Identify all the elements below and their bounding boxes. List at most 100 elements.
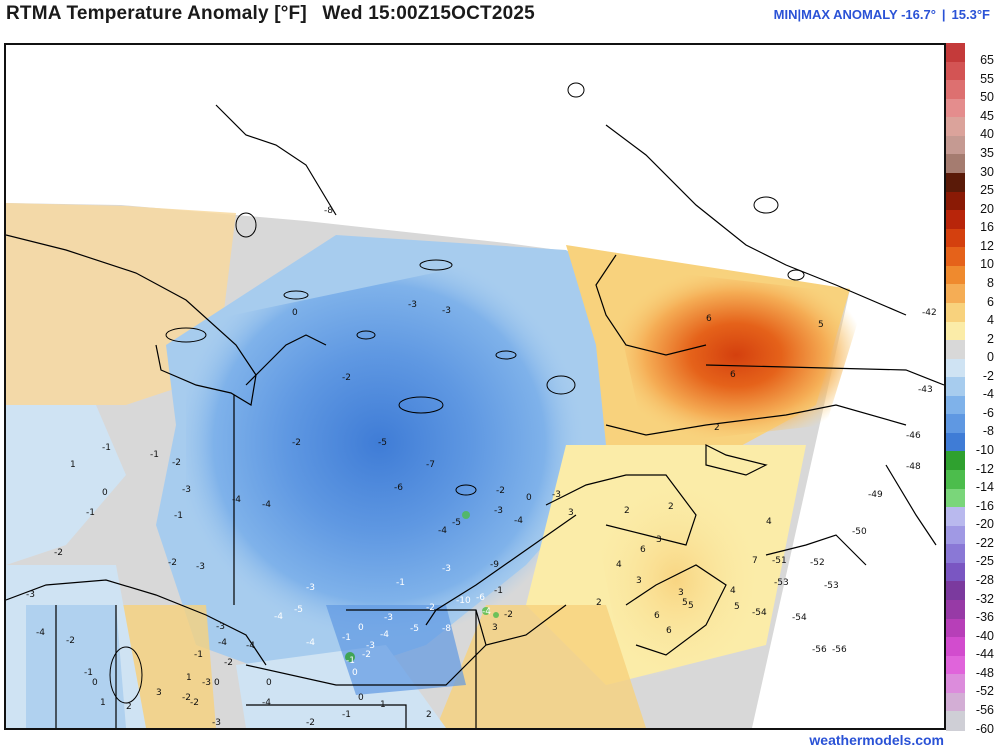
anomaly-value-label: -46	[906, 431, 921, 441]
anomaly-value-label: -54	[752, 608, 767, 618]
anomaly-value-label: 3	[492, 623, 498, 633]
anomaly-value-label: 2	[714, 423, 720, 433]
anomaly-value-label: 1	[186, 673, 192, 683]
anomaly-value-label: -2	[342, 373, 351, 383]
coastlines	[6, 104, 944, 728]
anomaly-value-label: -10	[456, 596, 471, 606]
anomaly-value-label: -1	[346, 656, 355, 666]
anomaly-value-label: -53	[774, 578, 789, 588]
max-value: 15.3°F	[951, 7, 990, 22]
anomaly-value-label: 6	[640, 545, 646, 555]
anomaly-value-label: 6	[654, 611, 660, 621]
anomaly-value-label: -3	[552, 490, 561, 500]
anomaly-value-label: 4	[730, 586, 736, 596]
anomaly-map: -8 -3 -3 0 -2 -2 -1 -1 -2 -3 -4 -4 -5 -7 -6 -5 -4 -2 -3 -9-…	[4, 43, 946, 730]
anomaly-value-label: -4	[36, 628, 45, 638]
legend-swatch	[946, 637, 965, 657]
legend-label: -56	[975, 703, 994, 717]
legend-label: 45	[980, 108, 994, 123]
anomaly-value-label: -51	[772, 556, 787, 566]
legend-swatch	[946, 80, 965, 100]
legend-swatch	[946, 154, 965, 174]
anomaly-value-label: -2	[168, 558, 177, 568]
legend-swatch	[946, 191, 965, 211]
anomaly-value-label: -4	[262, 500, 271, 510]
anomaly-value-label: -2	[426, 603, 435, 613]
anomaly-value-label: 5	[734, 602, 740, 612]
anomaly-value-label: -4	[380, 630, 389, 640]
legend-swatch	[946, 544, 965, 564]
anomaly-value-label: -3	[26, 590, 35, 600]
anomaly-value-label: -4	[262, 698, 271, 708]
legend-label: 10	[980, 257, 994, 272]
legend-swatch	[946, 302, 965, 323]
legend-swatch	[946, 117, 965, 137]
anomaly-value-label: -3	[442, 306, 451, 316]
legend-swatch	[946, 284, 965, 304]
lakes	[109, 82, 805, 704]
legend-swatch	[946, 674, 965, 694]
legend-label: -12	[975, 461, 994, 476]
anomaly-value-label: 0	[358, 693, 364, 703]
anomaly-value-label: -3	[442, 564, 451, 574]
legend-label: 12	[980, 238, 994, 253]
anomaly-labels: -8-3-30-2-2-1-1-2-3-4 -4-5-7-6-5-4-2-3-9-…	[26, 206, 937, 728]
legend-label: -32	[975, 591, 994, 606]
legend-swatch	[946, 98, 965, 118]
anomaly-value-label: 2	[126, 702, 132, 712]
anomaly-value-label: -5	[378, 438, 387, 448]
anomaly-value-label: 6	[706, 314, 712, 324]
legend-swatch	[946, 340, 965, 360]
map-title: RTMA Temperature Anomaly [°F] Wed 15:00Z…	[6, 3, 545, 25]
legend-label: -28	[975, 573, 994, 588]
legend-label: 6	[987, 294, 994, 309]
anomaly-value-label: 0	[92, 678, 98, 688]
anomaly-value-label: -5	[452, 518, 461, 528]
legend-label: -60	[975, 721, 994, 736]
anomaly-value-label: -8	[442, 624, 451, 634]
map-canvas: -8-3-30-2-2-1-1-2-3-4 -4-5-7-6-5-4-2-3-9-…	[6, 82, 944, 728]
anomaly-value-label: 2	[624, 506, 630, 516]
domain-fill	[6, 203, 866, 728]
legend-label: -44	[975, 647, 994, 662]
legend-swatch	[946, 228, 965, 248]
anomaly-value-label: -8	[324, 206, 333, 216]
legend-swatch	[946, 247, 965, 267]
anomaly-value-label: -4	[306, 638, 315, 648]
legend-swatch	[946, 43, 965, 63]
legend-swatch	[946, 432, 965, 453]
anomaly-value-label: 0	[266, 678, 272, 688]
anomaly-value-label: -1	[342, 710, 351, 720]
legend-swatch	[946, 525, 965, 545]
anomaly-value-label: -1	[84, 668, 93, 678]
legend-label: 35	[980, 145, 994, 160]
legend-label: 2	[987, 331, 994, 346]
legend-label: 4	[987, 313, 994, 328]
anomaly-value-label: 6	[666, 626, 672, 636]
anomaly-value-label: -7	[426, 460, 435, 470]
anomaly-value-label: -49	[868, 490, 883, 500]
legend-swatch	[946, 655, 965, 675]
legend-label: 0	[987, 350, 994, 365]
credit-link[interactable]: weathermodels.com	[809, 732, 944, 748]
legend-swatch	[946, 507, 965, 527]
anomaly-value-label: 3	[568, 508, 574, 518]
anomaly-value-label: -2	[182, 693, 191, 703]
legend-swatch	[946, 562, 965, 583]
anomaly-value-label: -4	[246, 641, 255, 651]
anomaly-value-label: 1	[70, 460, 76, 470]
legend-label: 8	[987, 275, 994, 290]
legend-label: -25	[975, 554, 994, 569]
legend-swatch	[946, 488, 965, 508]
legend-label: -36	[975, 610, 994, 625]
anomaly-value-label: -52	[810, 558, 825, 568]
anomaly-value-label: -5	[410, 624, 419, 634]
anomaly-value-label: -2	[362, 650, 371, 660]
anomaly-value-label: -6	[476, 593, 485, 603]
anomaly-value-label: 4	[766, 517, 772, 527]
anomaly-value-label: -3	[494, 506, 503, 516]
anomaly-value-label: -42	[922, 308, 937, 318]
anomaly-value-label: -56	[832, 645, 847, 655]
anomaly-value-label: -1	[86, 508, 95, 518]
anomaly-value-label: -1	[396, 578, 405, 588]
